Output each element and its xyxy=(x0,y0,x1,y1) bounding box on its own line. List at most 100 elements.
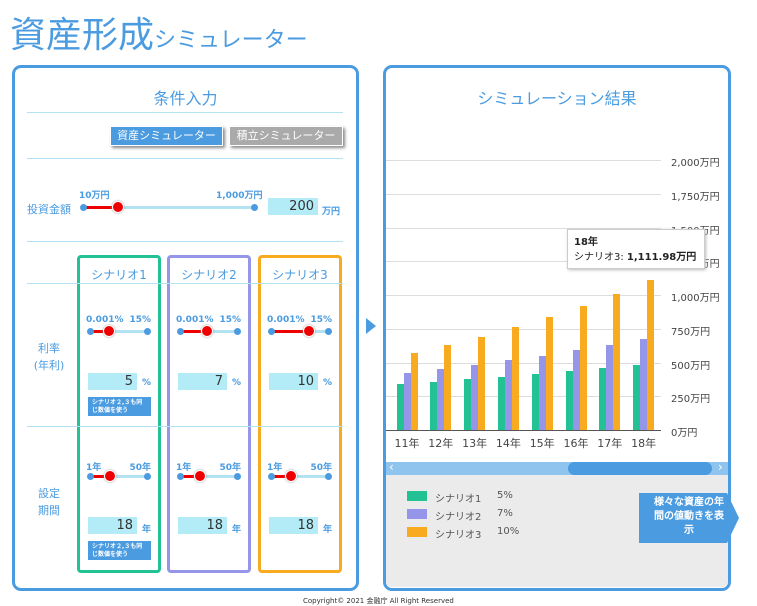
y-tick-label: 500万円 xyxy=(671,360,711,372)
period-slider-track[interactable] xyxy=(180,475,237,478)
gridline xyxy=(386,396,661,398)
asset-movement-button[interactable]: 様々な資産の年間の値動きを表示 xyxy=(639,493,739,543)
bar-シナリオ1-18年[interactable] xyxy=(633,365,641,430)
rate-slider-thumb[interactable] xyxy=(102,325,115,337)
slider-track[interactable] xyxy=(83,206,254,209)
x-tick-label: 17年 xyxy=(597,437,623,450)
bar-シナリオ2-16年[interactable] xyxy=(572,350,580,430)
bar-シナリオ2-17年[interactable] xyxy=(606,344,614,430)
rate-slider-fill xyxy=(180,330,207,333)
bar-シナリオ3-11年[interactable] xyxy=(410,352,418,430)
scenario-2-card: シナリオ2 xyxy=(167,255,251,573)
slider-min-dot xyxy=(177,328,184,335)
x-tick-label: 11年 xyxy=(394,437,420,450)
slider-max-dot xyxy=(251,204,258,211)
bar-シナリオ2-11年[interactable] xyxy=(403,373,411,430)
legend-name: シナリオ1 xyxy=(435,494,482,505)
slider-thumb[interactable] xyxy=(112,201,124,213)
legend-swatch xyxy=(407,509,427,519)
period-unit: 年 xyxy=(142,525,152,535)
investment-input[interactable]: 200 xyxy=(268,198,318,215)
rate-slider-thumb[interactable] xyxy=(302,325,315,337)
slider-min-dot xyxy=(268,473,275,480)
period-slider-track[interactable] xyxy=(90,475,147,478)
bar-シナリオ3-17年[interactable] xyxy=(613,293,621,430)
legend-name: シナリオ3 xyxy=(435,530,482,541)
arrow-right-icon xyxy=(366,318,376,334)
tab-asset-simulator[interactable]: 資産シミュレーター xyxy=(110,126,223,146)
period-input[interactable]: 18 xyxy=(178,517,227,534)
gridline xyxy=(386,261,661,263)
tooltip-value: 1,111.98万円 xyxy=(626,252,697,263)
bar-シナリオ2-15年[interactable] xyxy=(538,355,546,430)
bar-シナリオ2-13年[interactable] xyxy=(471,364,479,430)
title-main: 資産形成 xyxy=(10,15,155,56)
period-slider-track[interactable] xyxy=(271,475,328,478)
scroll-left-icon[interactable]: ‹ xyxy=(389,460,394,474)
x-tick-label: 13年 xyxy=(462,437,488,450)
tooltip-title: 18年 xyxy=(574,237,598,248)
bar-シナリオ1-13年[interactable] xyxy=(464,379,472,430)
scroll-right-icon[interactable]: › xyxy=(718,460,723,474)
scenario-1-card: シナリオ1 xyxy=(77,255,161,573)
rate-input[interactable]: 5 xyxy=(88,373,137,390)
period-slider-thumb[interactable] xyxy=(284,470,297,482)
rate-input[interactable]: 7 xyxy=(178,373,227,390)
period-min-label: 1年 xyxy=(176,463,192,473)
scenario-3-card: シナリオ3 xyxy=(258,255,342,573)
bar-シナリオ1-17年[interactable] xyxy=(599,368,607,430)
chart-scrollbar[interactable]: ‹ › xyxy=(386,460,728,475)
bar-シナリオ2-18年[interactable] xyxy=(640,338,648,430)
slider-max-dot xyxy=(234,328,241,335)
rate-slider-track[interactable] xyxy=(90,330,147,333)
slider-min-dot xyxy=(268,328,275,335)
title-sub: シミュレーター xyxy=(154,28,308,53)
bar-シナリオ3-16年[interactable] xyxy=(579,305,587,430)
y-tick-label: 2,000万円 xyxy=(671,158,720,169)
period-slider-thumb[interactable] xyxy=(193,470,206,482)
slider-max-dot xyxy=(144,328,151,335)
bar-シナリオ3-14年[interactable] xyxy=(511,327,519,430)
scenario-title: シナリオ3 xyxy=(272,268,328,282)
rate-slider-thumb[interactable] xyxy=(200,325,213,337)
bar-シナリオ3-18年[interactable] xyxy=(647,279,655,430)
result-panel-title: シミュレーション結果 xyxy=(477,89,637,108)
rate-min-label: 0.001% xyxy=(176,315,214,325)
bar-シナリオ1-11年[interactable] xyxy=(396,383,404,430)
tooltip-label: シナリオ3: xyxy=(574,252,627,263)
bar-シナリオ1-16年[interactable] xyxy=(565,371,573,430)
period-slider-fill xyxy=(90,475,110,478)
gridline xyxy=(386,295,661,296)
bar-シナリオ3-15年[interactable] xyxy=(545,317,553,430)
legend-name: シナリオ2 xyxy=(435,512,482,523)
period-input[interactable]: 18 xyxy=(88,517,137,534)
bar-シナリオ1-14年[interactable] xyxy=(497,376,505,430)
scrollbar-thumb[interactable] xyxy=(568,462,712,475)
gridline xyxy=(386,227,661,229)
rate-unit: % xyxy=(232,378,242,388)
y-tick-label: 1,000万円 xyxy=(671,293,720,304)
bar-シナリオ2-14年[interactable] xyxy=(504,360,512,430)
chart-tooltip: 18年 シナリオ3: 1,111.98万円 xyxy=(567,229,705,269)
period-slider-thumb[interactable] xyxy=(103,470,116,482)
bar-シナリオ1-15年[interactable] xyxy=(531,373,539,430)
bar-シナリオ2-12年[interactable] xyxy=(437,369,445,430)
divider xyxy=(27,283,343,284)
period-input[interactable]: 18 xyxy=(269,517,318,534)
rate-input[interactable]: 10 xyxy=(269,373,318,390)
bar-シナリオ1-12年[interactable] xyxy=(430,381,438,430)
apply-to-all-button[interactable]: シナリオ２,３も同じ数値を使う xyxy=(88,541,151,560)
rate-max-label: 15% xyxy=(219,315,241,325)
tab-savings-simulator[interactable]: 積立シミュレーター xyxy=(229,126,343,146)
input-panel-title: 条件入力 xyxy=(153,89,218,108)
legend-swatch xyxy=(407,527,427,537)
slider-max-dot xyxy=(325,473,332,480)
x-axis xyxy=(386,430,661,431)
bar-シナリオ3-12年[interactable] xyxy=(444,345,452,430)
slider-min-dot xyxy=(87,473,94,480)
scenario-title: シナリオ2 xyxy=(181,268,237,282)
rate-max-label: 15% xyxy=(310,315,332,325)
apply-to-all-button[interactable]: シナリオ２,３も同じ数値を使う xyxy=(88,397,151,416)
legend-swatch xyxy=(407,491,427,501)
bar-シナリオ3-13年[interactable] xyxy=(478,336,486,430)
